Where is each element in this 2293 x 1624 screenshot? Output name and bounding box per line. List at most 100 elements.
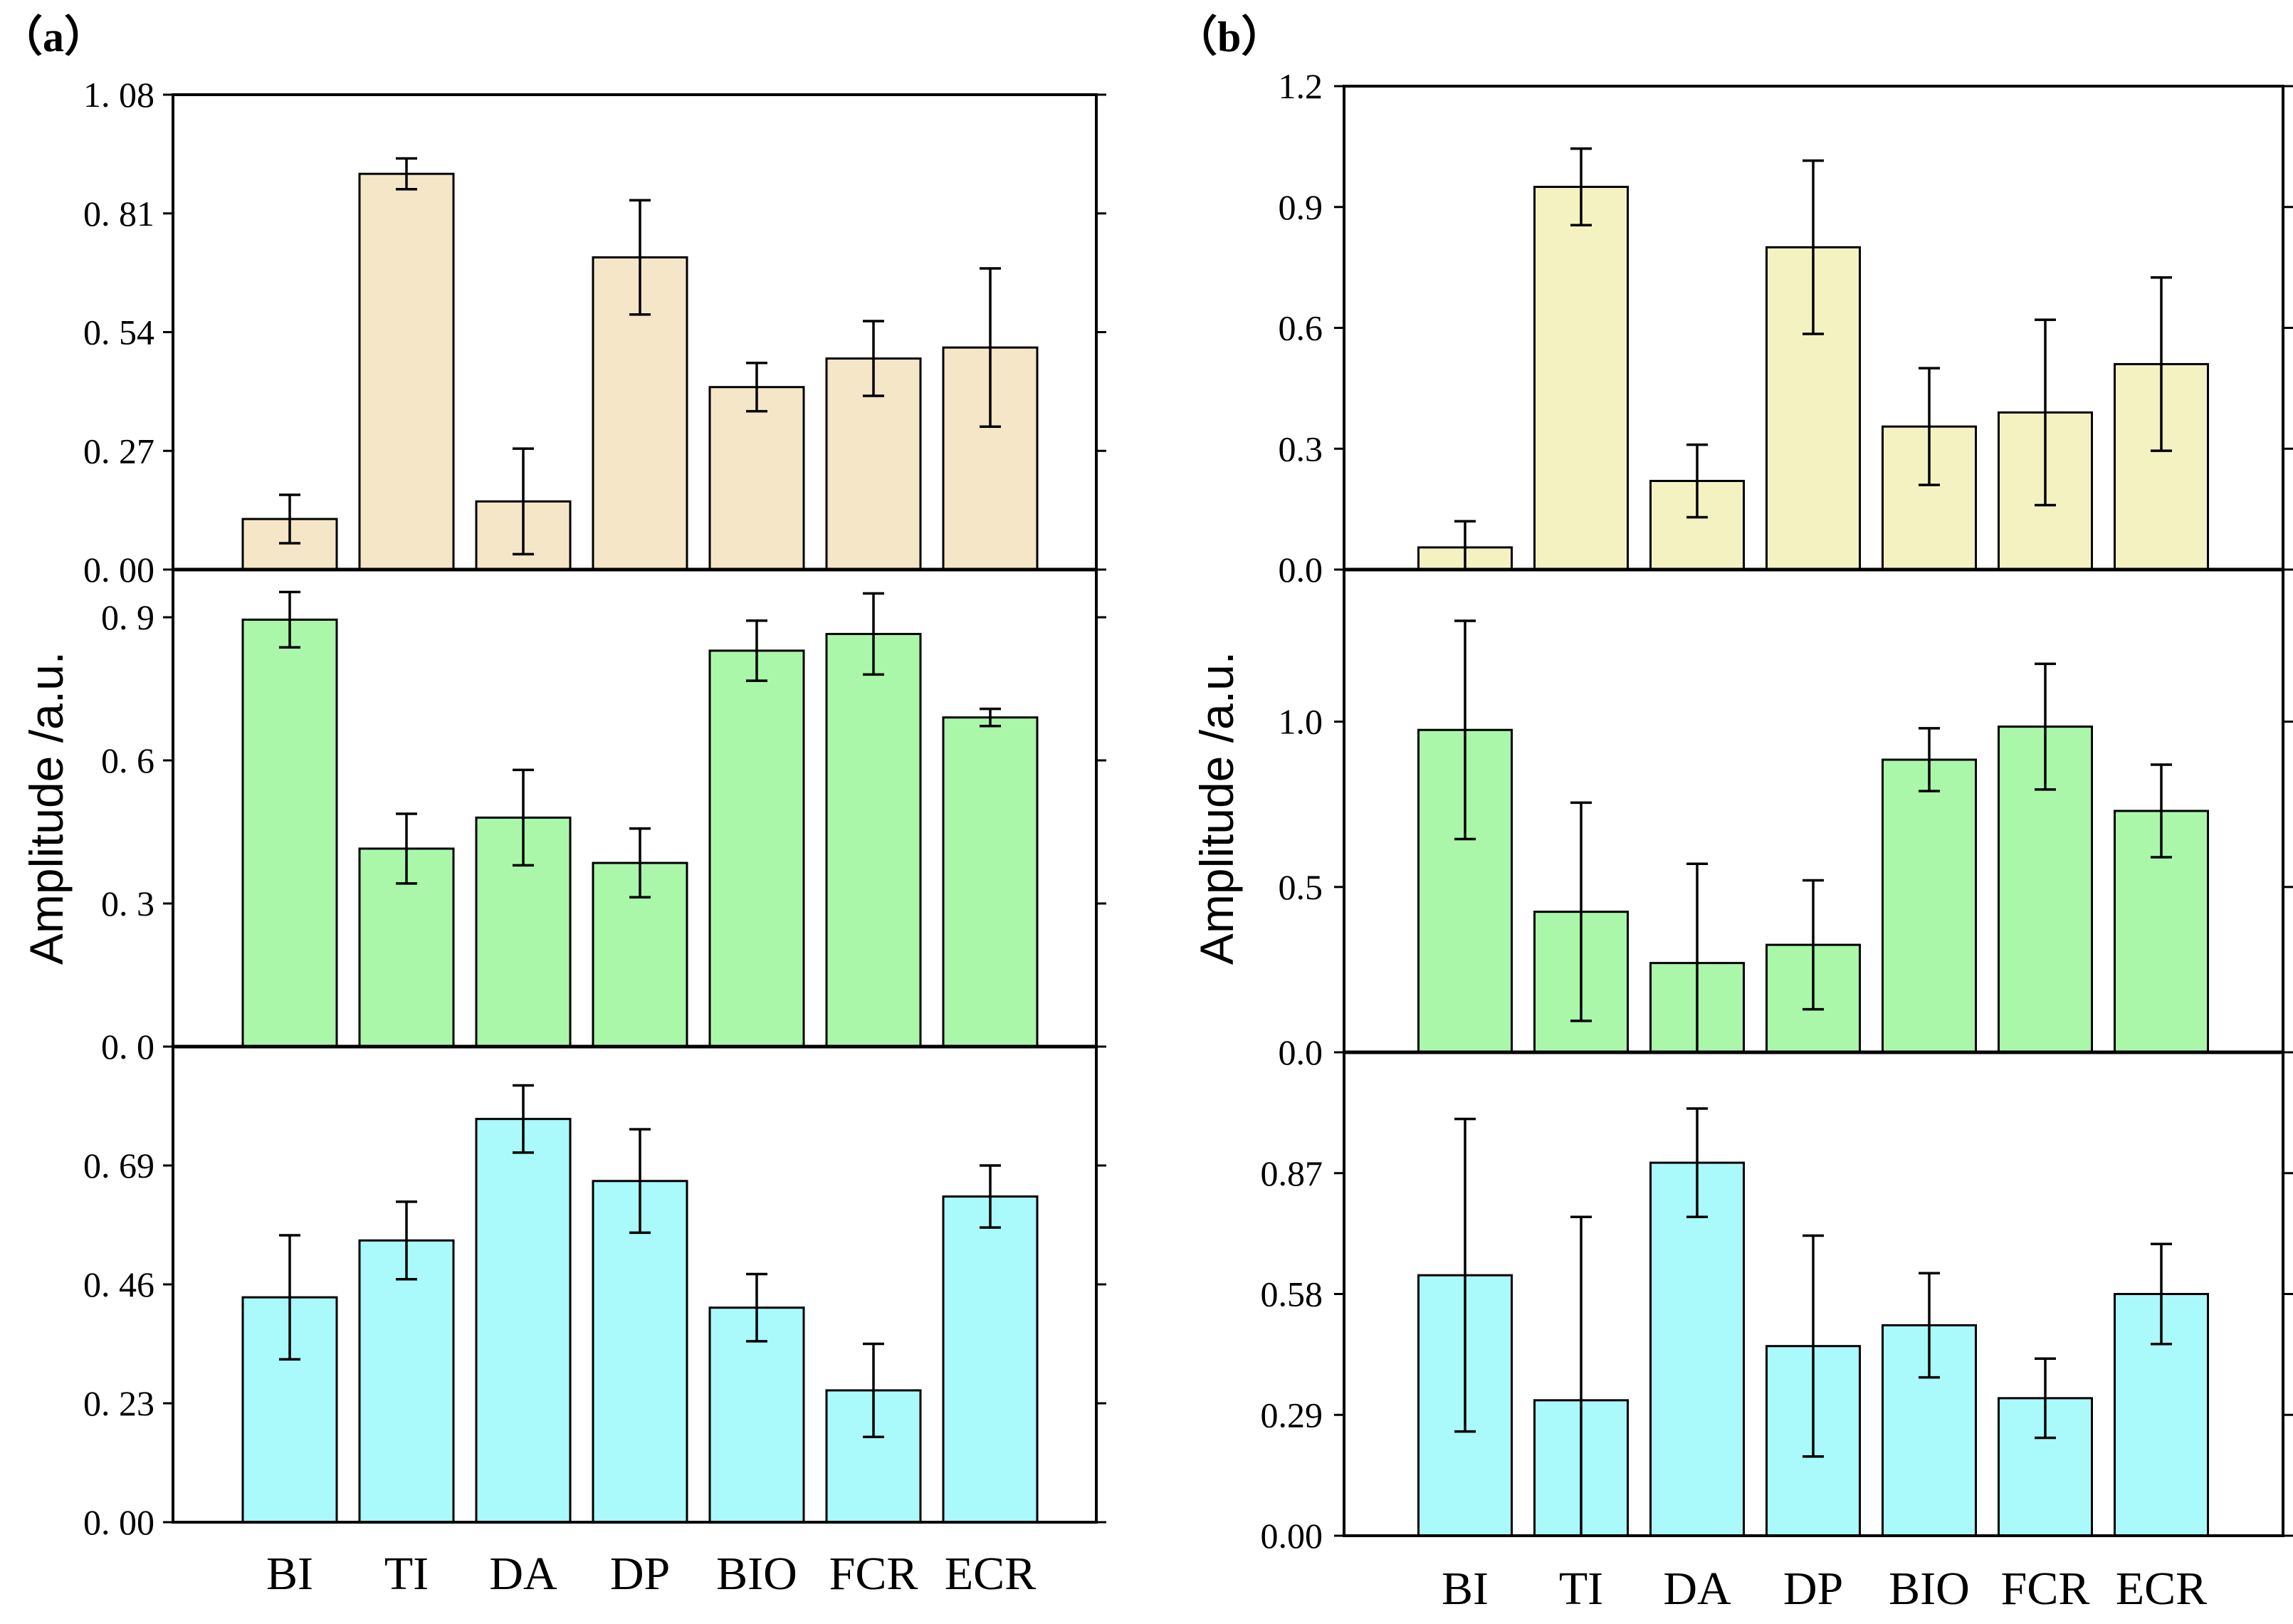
- pb-s3-errorbar-bi: [1454, 1117, 1476, 1433]
- pa-s3-ytick-label: 0. 46: [83, 1264, 154, 1304]
- pb-s1-errorbar-dp: [1803, 159, 1824, 335]
- pa-s3-errorbar-ecr: [980, 1164, 1001, 1229]
- pb-s2-ytick-label: 0.0: [1279, 1032, 1323, 1072]
- pa-s1-bar-ti: [358, 172, 455, 571]
- pa-s3-bar-ecr: [942, 1195, 1039, 1524]
- pa-s3-errorbar-dp: [629, 1128, 651, 1235]
- pa-s1-ytick-label: 0. 54: [83, 313, 154, 352]
- pa-s3-errorbar-ti: [396, 1200, 417, 1281]
- pa-s1-bar-bio: [708, 386, 805, 571]
- pa-s1-errorbar-ecr: [980, 267, 1001, 429]
- pb-s2-errorbar-fcr: [2035, 662, 2056, 791]
- pb-s3-errorbar-dp: [1803, 1234, 1824, 1458]
- pa-s1-errorbar-dp: [629, 199, 651, 316]
- pa-s2-ytick-label: 0. 6: [101, 740, 154, 780]
- pb-s1-errorbar-fcr: [2035, 318, 2056, 507]
- pa-s2-bar-bio: [708, 649, 805, 1048]
- pa-s1-errorbar-da: [513, 447, 534, 556]
- pa-s1-ytick-label: 0. 00: [83, 550, 154, 590]
- pa-category-label-ecr: ECR: [945, 1548, 1036, 1600]
- pa-s3-errorbar-da: [513, 1084, 534, 1154]
- pb-s2-errorbar-dp: [1803, 879, 1824, 1011]
- pa-ylabel: Amplitude /a.u.: [20, 651, 73, 965]
- pb-s2-ytick-label: 1.0: [1279, 702, 1323, 742]
- pb-s2-ytick-label: 0.5: [1279, 867, 1323, 907]
- pa-s2-bar-ecr: [942, 716, 1039, 1048]
- pb-s2-bar-bio: [1882, 758, 1977, 1054]
- pa-s2-errorbar-da: [513, 768, 534, 867]
- pb-ylabel: Amplitude /a.u.: [1190, 651, 1243, 965]
- pa-subplot-2: 0. 0 0. 3 0. 6 0. 9: [101, 590, 1106, 1067]
- pa-category-label-ti: TI: [384, 1548, 429, 1600]
- pb-s1-ytick-label: 0.0: [1279, 550, 1323, 590]
- pa-s2-bar-bi: [241, 618, 338, 1048]
- pa-category-label-da: DA: [489, 1548, 557, 1600]
- pb-subplot-3: 0.00 0.29 0.58 0.87: [1261, 1107, 2293, 1556]
- pb-s1-errorbar-ti: [1570, 147, 1592, 226]
- pa-s1-errorbar-bi: [279, 493, 300, 545]
- pb-s1-bar-ti: [1533, 185, 1629, 571]
- pa-s1-errorbar-ti: [396, 157, 417, 191]
- pb-s3-errorbar-ecr: [2151, 1242, 2172, 1346]
- pb-s1-ytick-label: 0.9: [1279, 187, 1323, 227]
- pa-s3-errorbar-bio: [746, 1272, 767, 1343]
- pb-subplot-1: 0.0 0.3 0.6 0.9 1.2: [1279, 66, 2293, 590]
- pa-s1-ytick-label: 0. 27: [83, 431, 154, 471]
- pb-category-label-bio: BIO: [1889, 1563, 1970, 1615]
- pb-s3-ytick-label: 0.29: [1261, 1395, 1323, 1435]
- pa-s2-ytick-label: 0. 3: [101, 884, 154, 923]
- pa-s2-bar-fcr: [825, 632, 922, 1048]
- pa-s3-ytick-label: 0. 00: [83, 1502, 154, 1542]
- pb-category-label-da: DA: [1663, 1563, 1731, 1615]
- pa-subplot-1: 0. 00 0. 27 0. 54 0. 81 1. 08: [83, 75, 1106, 590]
- pb-s3-ytick-label: 0.87: [1261, 1153, 1323, 1193]
- pa-s3-ytick-label: 0. 69: [83, 1146, 154, 1185]
- pb-s2-errorbar-bio: [1919, 727, 1940, 792]
- pa-s3-bar-ti: [358, 1239, 455, 1524]
- pa-s1-errorbar-fcr: [863, 320, 884, 397]
- pb-s3-errorbar-da: [1686, 1107, 1708, 1218]
- pb-s2-errorbar-ti: [1570, 801, 1592, 1022]
- pa-s2-errorbar-bio: [746, 619, 767, 682]
- pa-category-label-fcr: FCR: [829, 1548, 918, 1600]
- pb-category-label-ecr: ECR: [2116, 1563, 2207, 1615]
- pb-s3-bar-da: [1649, 1161, 1745, 1537]
- pa-category-label-dp: DP: [610, 1548, 670, 1600]
- pb-s3-ytick-label: 0.00: [1261, 1516, 1323, 1556]
- pb-s1-ytick-label: 0.3: [1279, 429, 1323, 468]
- pa-frame: [172, 93, 1098, 1524]
- pb-s1-ytick-label: 0.6: [1279, 308, 1323, 348]
- pa-s1-errorbar-bio: [746, 361, 767, 413]
- pa-s2-errorbar-ti: [396, 812, 417, 885]
- chart-panel-b: 0.0 0.3 0.6 0.9 1.2 0.0 0.5 1.0 0.00 0.29 0.58 0.87…: [1190, 66, 2293, 1615]
- pa-s3-bar-dp: [592, 1180, 688, 1524]
- pa-s3-errorbar-bi: [279, 1234, 300, 1361]
- pb-s1-errorbar-ecr: [2151, 276, 2172, 452]
- pb-s3-errorbar-bio: [1919, 1272, 1940, 1379]
- panel-label-b: （b）: [1175, 13, 1284, 61]
- pb-category-label-bi: BI: [1442, 1563, 1489, 1615]
- pb-frame: [1343, 85, 2284, 1537]
- pa-s3-errorbar-fcr: [863, 1342, 884, 1438]
- pa-s2-ytick-label: 0. 9: [101, 597, 154, 637]
- pb-category-label-ti: TI: [1559, 1563, 1603, 1615]
- pb-subplot-2: 0.0 0.5 1.0: [1279, 619, 2293, 1072]
- pb-s1-bar-ecr: [2114, 362, 2209, 571]
- pa-subplot-3: 0. 00 0. 23 0. 46 0. 69: [83, 1084, 1106, 1542]
- chart-panel-a: 0. 000. 270. 540. 811. 080. 00. 30. 60. …: [20, 75, 1106, 1600]
- pb-s3-ytick-label: 0.58: [1261, 1274, 1323, 1314]
- pa-category-label-bi: BI: [266, 1548, 313, 1600]
- pa-s3-bar-da: [475, 1118, 572, 1524]
- pb-category-label-fcr: FCR: [2001, 1563, 2090, 1615]
- pa-s1-ytick-label: 0. 81: [83, 194, 154, 234]
- pb-s2-errorbar-ecr: [2151, 763, 2172, 859]
- pa-category-label-bio: BIO: [716, 1548, 797, 1600]
- pb-s2-errorbar-bi: [1454, 619, 1476, 841]
- pa-s1-ytick-label: 1. 08: [83, 75, 154, 115]
- pa-s3-ytick-label: 0. 23: [83, 1383, 154, 1423]
- pa-s2-errorbar-dp: [629, 827, 651, 899]
- pb-s1-errorbar-bio: [1919, 367, 1940, 486]
- pa-s2-errorbar-bi: [279, 590, 300, 649]
- pb-s1-errorbar-da: [1686, 443, 1708, 519]
